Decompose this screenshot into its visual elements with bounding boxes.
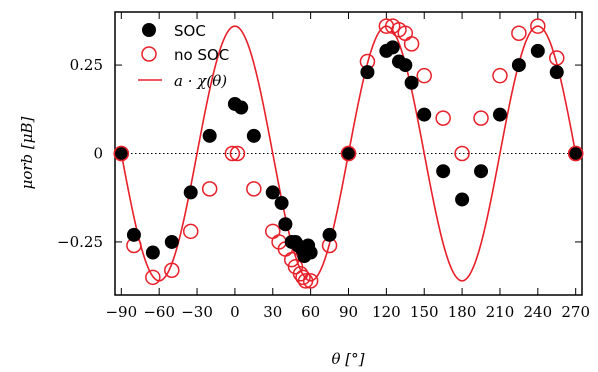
nosoc-point [224,145,241,162]
nosoc-point [295,269,311,286]
soc-series [113,40,584,264]
soc-point [145,245,160,260]
y-axis: −0.25 0 0.25 [57,56,582,251]
soc-point-outline [340,145,357,162]
soc-point [322,227,337,242]
soc-point [474,164,489,179]
soc-point [568,146,583,161]
x-tick-label: −30 [181,303,213,321]
x-tick-label: −60 [143,303,175,321]
nosoc-point [182,223,199,240]
x-tick-label: 60 [301,303,320,321]
nosoc-point [164,262,180,278]
soc-point [530,43,545,58]
x-tick-label: 270 [561,303,590,321]
legend: SOC no SOC a · χ(θ) [138,22,229,90]
soc-point [202,128,217,143]
x-tick-label: 210 [486,303,515,321]
soc-point [303,245,318,260]
soc-point [341,146,356,161]
nosoc-point [246,181,262,197]
y-tick-label: −0.25 [57,233,103,251]
soc-point [404,75,419,90]
soc-point [436,164,451,179]
soc-point [385,40,400,55]
x-tick-label: 240 [524,303,553,321]
soc-point [511,58,526,73]
nosoc-point [549,50,565,66]
nosoc-point [302,273,319,289]
soc-point [164,234,179,249]
nosoc-point [530,18,546,34]
nosoc-point [435,110,451,126]
soc-point [126,227,141,242]
soc-point [492,107,507,122]
nosoc-point [473,110,489,126]
x-tick-label: 90 [339,303,358,321]
legend-fit-label: a · χ(θ) [174,72,227,90]
nosoc-point [454,145,470,162]
legend-nosoc-label: no SOC [174,46,229,64]
x-tick-label: 150 [410,303,439,321]
soc-point-outline [113,145,130,162]
soc-point [278,217,293,232]
x-tick-label: 0 [230,303,240,321]
nosoc-point [511,25,527,41]
x-axis-title: θ [°] [331,350,364,368]
nosoc-point [492,67,508,84]
soc-point [234,100,249,115]
legend-soc-marker [142,23,156,37]
soc-point-outline [567,145,584,162]
nosoc-point [297,273,314,289]
y-tick-label: 0 [93,145,103,163]
soc-point [246,128,261,143]
soc-point [360,65,375,80]
x-tick-label: −90 [105,303,137,321]
y-tick-label: 0.25 [70,56,103,74]
nosoc-point [265,223,281,240]
soc-point [417,107,432,122]
soc-point [455,192,470,207]
y-axis-title: μorb [μB] [18,116,36,189]
legend-soc-label: SOC [174,22,206,40]
soc-point [398,58,413,73]
soc-point [265,185,280,200]
nosoc-point [229,145,246,162]
soc-point [183,185,198,200]
nosoc-point [403,36,420,52]
nosoc-point [145,269,161,286]
x-axis: −90 −60 −30 0 30 60 90 120 150 180 210 240 270 [105,12,590,321]
legend-nosoc-marker [141,46,157,62]
nosoc-point [416,67,432,84]
x-tick-label: 30 [263,303,282,321]
soc-point [274,196,289,211]
x-tick-label: 120 [372,303,401,321]
soc-point [114,146,129,161]
soc-point [549,65,564,80]
x-tick-label: 180 [448,303,477,321]
nosoc-point [201,181,218,197]
